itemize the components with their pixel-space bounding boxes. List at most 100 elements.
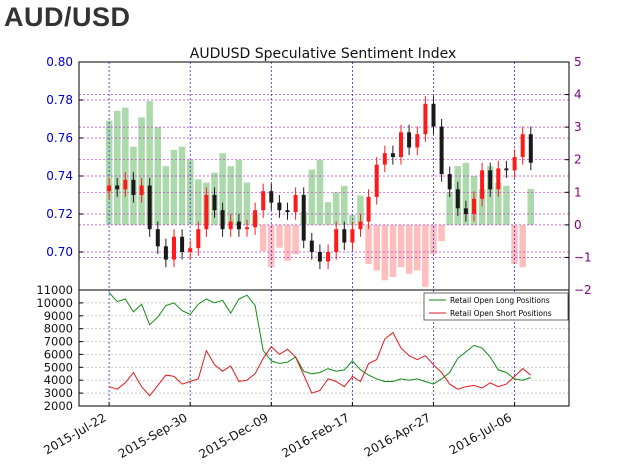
- sentiment-bar-2: [122, 107, 129, 225]
- price-candle-body-26: [317, 252, 322, 262]
- date-tick-label: 2015-Jul-22: [41, 410, 108, 457]
- sentiment-bar-51: [519, 224, 526, 268]
- sentiment-bar-46: [478, 189, 486, 225]
- price-candle-body-16: [236, 221, 241, 230]
- price-candle-body-32: [366, 196, 371, 222]
- positions-tick-label: 10000: [36, 296, 73, 310]
- page-title: AUD/USD: [4, 2, 131, 32]
- positions-lines-layer: [108, 292, 532, 397]
- legend-short-label: Retail Open Short Positions: [450, 309, 552, 318]
- sentiment-tick-label: 3: [574, 120, 582, 134]
- price-candle-body-45: [472, 198, 476, 214]
- price-candle-body-14: [220, 210, 225, 230]
- sentiment-bar-19: [259, 224, 267, 251]
- sentiment-bar-48: [495, 182, 502, 225]
- positions-tick-label: 7000: [44, 335, 73, 349]
- price-candle-body-47: [488, 170, 493, 190]
- price-candle-body-11: [196, 229, 201, 249]
- price-candle-body-37: [407, 132, 412, 148]
- price-candle-body-39: [423, 103, 428, 135]
- date-tick-label: 2015-Sep-30: [116, 410, 190, 461]
- price-tick-label: 0.76: [46, 131, 73, 145]
- series-line-short-positions: [108, 331, 532, 397]
- price-candle-body-5: [147, 185, 152, 230]
- price-candle-body-51: [520, 134, 525, 157]
- price-candle-body-44: [463, 208, 468, 214]
- sentiment-bar-0: [105, 120, 113, 225]
- price-tick-label: 0.72: [46, 207, 73, 221]
- sentiment-bar-4: [138, 117, 145, 225]
- sentiment-bar-11: [195, 179, 202, 225]
- price-candle-body-31: [358, 221, 363, 230]
- price-candle-body-8: [172, 236, 176, 260]
- sentiment-tick-label: −2: [574, 283, 592, 297]
- sentiment-tick-label: 0: [574, 218, 582, 232]
- positions-tick-label: 2000: [44, 399, 73, 413]
- price-candle-body-21: [277, 202, 282, 211]
- price-candle-body-24: [301, 195, 306, 241]
- price-candle-body-49: [504, 168, 509, 171]
- series-line-long-positions: [108, 292, 531, 385]
- sentiment-bar-16: [235, 159, 243, 225]
- date-tick-label: 2016-Feb-17: [279, 410, 352, 460]
- positions-tick-label: 9000: [44, 309, 73, 323]
- sentiment-bar-7: [162, 166, 170, 225]
- price-candle-body-17: [245, 227, 249, 230]
- sentiment-bar-10: [187, 159, 194, 225]
- price-candle-body-9: [180, 236, 185, 252]
- sentiment-bar-50: [511, 224, 518, 264]
- sentiment-bar-6: [154, 127, 161, 225]
- sentiment-bar-38: [414, 224, 421, 271]
- sentiment-bar-49: [503, 185, 510, 225]
- sentiment-bar-42: [446, 192, 453, 225]
- sentiment-bar-28: [332, 192, 340, 225]
- price-tick-label: 0.78: [46, 93, 73, 107]
- date-tick-label: 2016-Jul-06: [447, 410, 514, 457]
- sentiment-bar-23: [292, 224, 299, 255]
- price-tick-label: 0.80: [46, 55, 73, 69]
- sentiment-bar-21: [276, 224, 283, 248]
- sentiment-bar-33: [373, 224, 380, 271]
- price-candle-body-36: [399, 132, 403, 157]
- price-candle-body-15: [228, 221, 233, 230]
- price-candle-body-41: [439, 126, 444, 175]
- price-candle-body-12: [204, 195, 209, 230]
- sentiment-bar-52: [527, 189, 534, 225]
- price-candle-body-19: [261, 191, 266, 211]
- sentiment-bar-36: [397, 224, 405, 268]
- price-candle-body-10: [188, 248, 193, 252]
- sentiment-bar-44: [462, 163, 470, 225]
- date-tick-label: 2015-Dec-09: [197, 410, 271, 461]
- price-candle-body-33: [374, 164, 379, 197]
- sentiment-bar-32: [365, 224, 372, 264]
- price-candle-body-18: [253, 210, 258, 228]
- chart-title: AUDUSD Speculative Sentiment Index: [190, 46, 456, 62]
- price-candles-layer: [107, 96, 533, 270]
- sentiment-bar-22: [284, 224, 291, 261]
- legend-long-label: Retail Open Long Positions: [450, 296, 550, 305]
- positions-tick-label: 11000: [36, 283, 73, 297]
- price-candle-body-50: [512, 157, 517, 171]
- sentiment-bar-39: [422, 224, 429, 287]
- positions-tick-label: 3000: [44, 386, 73, 400]
- plot-frames-layer: [78, 61, 570, 407]
- sentiment-bar-8: [170, 149, 178, 225]
- sentiment-tick-label: 1: [574, 185, 582, 199]
- sentiment-bar-34: [381, 224, 389, 281]
- price-candle-body-6: [155, 229, 160, 247]
- price-candle-body-4: [139, 185, 144, 195]
- sentiment-tick-label: 5: [574, 55, 582, 69]
- price-candle-body-30: [350, 229, 355, 243]
- price-candle-body-43: [455, 189, 460, 209]
- sentiment-bar-41: [438, 224, 445, 242]
- date-tick-label: 2016-Apr-27: [362, 410, 433, 459]
- sentiment-bar-29: [341, 185, 348, 225]
- price-candle-body-7: [163, 246, 168, 260]
- price-candle-body-25: [309, 240, 314, 252]
- price-candle-body-48: [496, 168, 501, 190]
- price-candle-body-42: [447, 174, 452, 190]
- sentiment-bar-31: [357, 195, 364, 225]
- sentiment-bar-15: [227, 166, 234, 225]
- price-candle-body-20: [269, 191, 274, 203]
